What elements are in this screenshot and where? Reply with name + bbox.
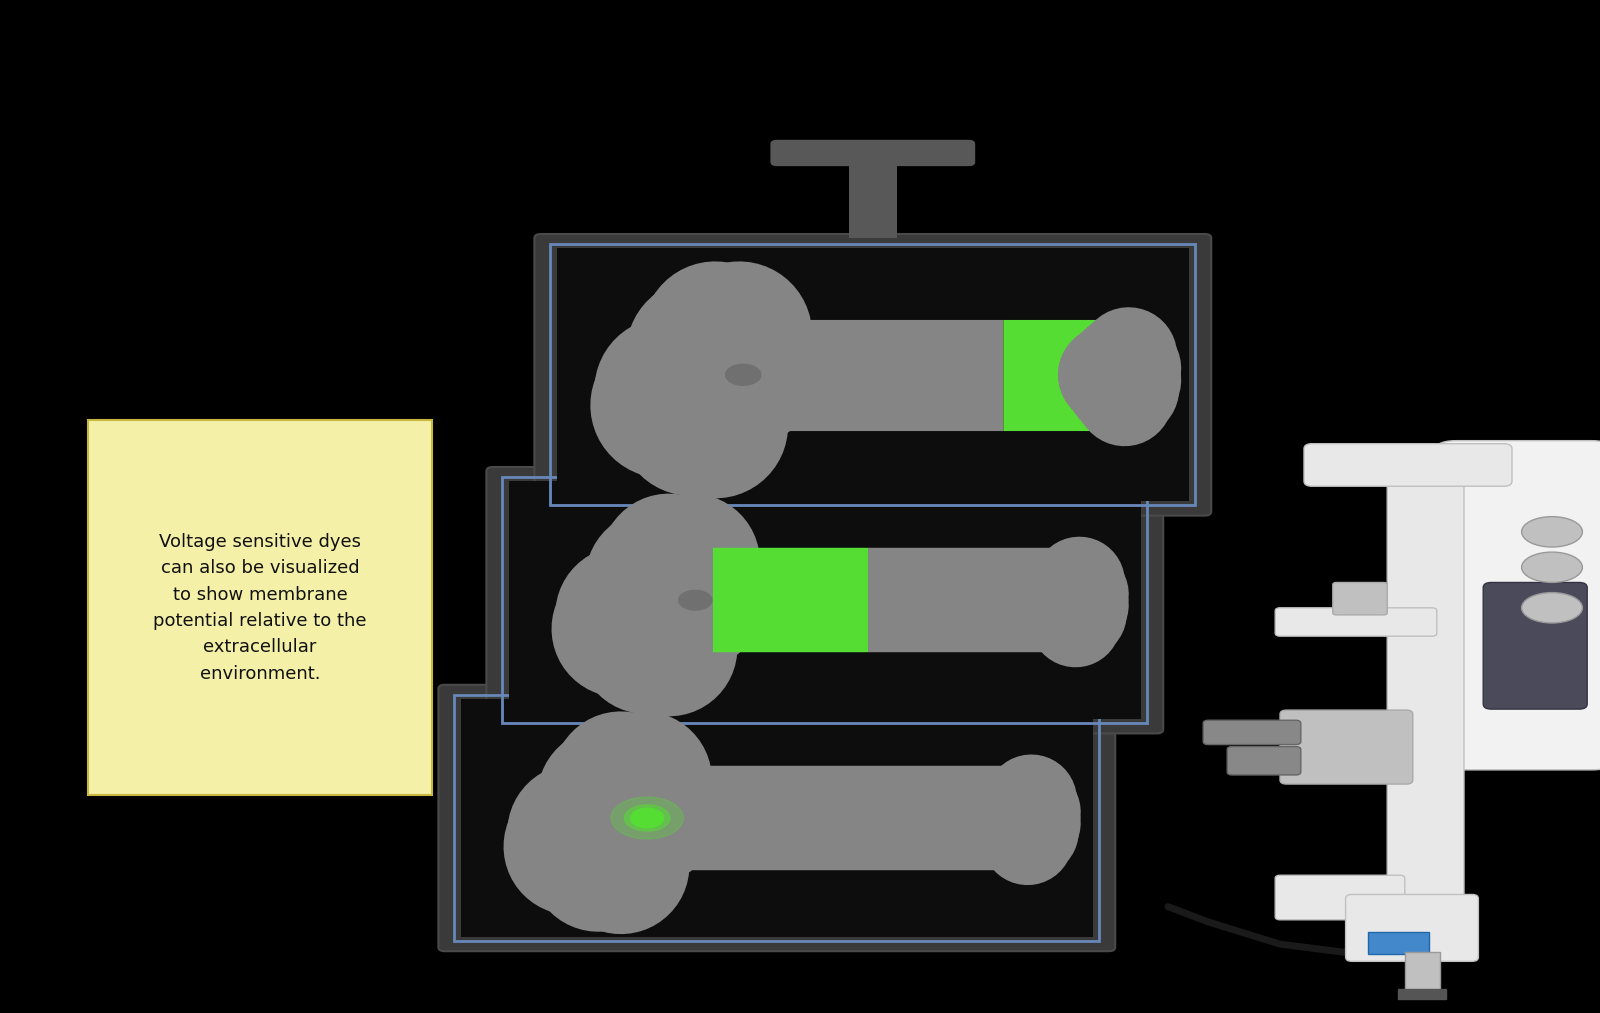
Bar xyxy=(509,481,1141,719)
Ellipse shape xyxy=(1522,517,1582,547)
FancyBboxPatch shape xyxy=(1483,582,1587,709)
FancyBboxPatch shape xyxy=(1387,458,1464,910)
Bar xyxy=(1398,989,1446,999)
FancyBboxPatch shape xyxy=(1304,444,1512,486)
FancyBboxPatch shape xyxy=(1275,875,1405,920)
FancyBboxPatch shape xyxy=(1346,894,1478,961)
FancyBboxPatch shape xyxy=(1275,608,1437,636)
FancyBboxPatch shape xyxy=(1227,747,1301,775)
Bar xyxy=(1368,932,1429,954)
Ellipse shape xyxy=(630,808,664,828)
Bar xyxy=(848,162,896,238)
FancyBboxPatch shape xyxy=(486,467,1163,733)
FancyBboxPatch shape xyxy=(438,685,1115,951)
FancyBboxPatch shape xyxy=(1432,441,1600,770)
Text: Voltage sensitive dyes
can also be visualized
to show membrane
potential relativ: Voltage sensitive dyes can also be visua… xyxy=(154,533,366,683)
FancyBboxPatch shape xyxy=(1280,710,1413,784)
Bar xyxy=(1405,952,1440,993)
Ellipse shape xyxy=(678,591,712,610)
Bar xyxy=(502,477,1147,723)
FancyBboxPatch shape xyxy=(534,234,1211,516)
Bar xyxy=(557,248,1189,501)
Bar xyxy=(461,699,1093,937)
Ellipse shape xyxy=(624,805,670,831)
FancyBboxPatch shape xyxy=(1203,720,1301,745)
Bar xyxy=(550,244,1195,505)
FancyBboxPatch shape xyxy=(771,140,974,166)
Ellipse shape xyxy=(726,365,762,385)
Ellipse shape xyxy=(1522,593,1582,623)
FancyBboxPatch shape xyxy=(88,420,432,795)
Ellipse shape xyxy=(1522,552,1582,582)
Bar xyxy=(454,695,1099,941)
Ellipse shape xyxy=(611,797,683,839)
FancyBboxPatch shape xyxy=(1333,582,1387,615)
